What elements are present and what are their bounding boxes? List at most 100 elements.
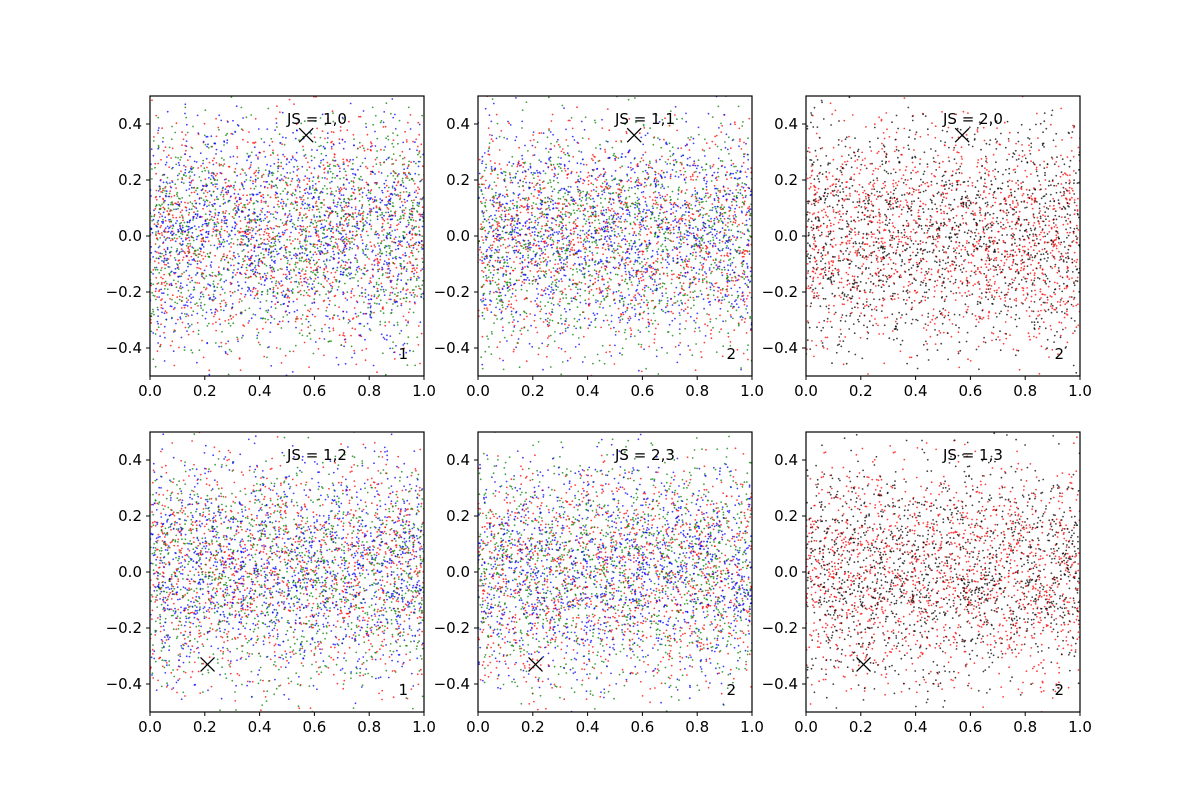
data-point <box>379 299 382 302</box>
data-point <box>544 287 547 289</box>
data-point <box>273 242 276 245</box>
data-point <box>151 291 154 294</box>
data-point <box>316 127 318 130</box>
data-point <box>330 147 333 150</box>
data-point <box>198 282 201 284</box>
data-point <box>159 237 162 239</box>
data-point <box>684 258 687 261</box>
data-point <box>547 243 550 246</box>
data-point <box>187 228 190 231</box>
data-point <box>274 240 277 243</box>
data-point <box>285 163 288 166</box>
data-point <box>332 236 335 239</box>
data-point <box>206 205 208 208</box>
data-point <box>204 222 207 225</box>
data-point <box>373 294 376 296</box>
data-point <box>363 187 366 189</box>
data-point <box>630 333 633 336</box>
data-point <box>259 272 261 275</box>
data-point <box>294 190 297 192</box>
data-point <box>402 315 405 318</box>
data-point <box>325 265 328 267</box>
data-point <box>173 237 176 240</box>
data-point <box>306 226 309 228</box>
data-point <box>193 191 196 194</box>
data-point <box>157 144 160 147</box>
data-point <box>346 291 349 293</box>
data-point <box>251 193 254 196</box>
data-point <box>216 248 219 250</box>
data-point <box>703 258 706 261</box>
data-point <box>734 280 737 282</box>
data-point <box>338 142 341 145</box>
data-point <box>297 281 300 284</box>
data-point <box>190 349 193 352</box>
data-point <box>364 312 366 315</box>
data-point <box>323 185 326 187</box>
data-point <box>189 227 192 230</box>
data-point <box>183 271 186 274</box>
data-point <box>355 269 358 271</box>
data-point <box>231 276 234 279</box>
data-point <box>266 187 269 189</box>
data-point <box>702 274 704 277</box>
data-point <box>324 137 326 140</box>
data-point <box>308 283 310 285</box>
data-point <box>284 187 286 190</box>
subplot-2: 0.0 0.2 0.4 0.6 0.8 1.0−0.4−0.20.00.20.4 JS = … <box>434 95 764 400</box>
data-point <box>688 219 691 222</box>
data-point <box>732 162 735 165</box>
data-point <box>402 191 405 193</box>
data-point <box>597 176 599 179</box>
data-point <box>265 309 268 312</box>
data-point <box>267 221 270 224</box>
data-point <box>341 138 344 141</box>
data-point <box>236 156 239 158</box>
data-point <box>164 336 166 339</box>
data-point <box>237 124 240 127</box>
data-point <box>206 135 209 138</box>
data-point <box>282 153 284 156</box>
data-point <box>329 237 332 240</box>
data-point <box>246 203 249 206</box>
data-point <box>701 206 703 209</box>
data-point <box>276 225 279 228</box>
data-point <box>187 202 189 205</box>
data-point <box>516 209 519 212</box>
data-point <box>357 280 359 282</box>
data-point <box>629 166 632 169</box>
data-point <box>392 303 394 305</box>
data-point <box>376 150 378 152</box>
data-point <box>727 335 730 338</box>
data-point <box>218 233 221 235</box>
data-point <box>349 213 351 216</box>
data-point <box>569 248 572 251</box>
data-point <box>646 303 649 306</box>
data-point <box>264 317 267 320</box>
data-point <box>383 263 385 265</box>
data-point <box>295 274 297 277</box>
data-point <box>216 310 219 312</box>
data-point <box>168 284 171 286</box>
data-point <box>375 206 378 209</box>
data-point <box>301 284 304 287</box>
data-point <box>278 282 281 285</box>
data-point <box>680 163 683 166</box>
data-point <box>677 273 680 276</box>
data-point <box>252 313 255 316</box>
data-point <box>168 219 170 221</box>
data-point <box>166 182 169 185</box>
data-point <box>743 303 746 306</box>
data-point <box>407 243 410 246</box>
data-point <box>496 227 498 230</box>
data-point <box>351 277 353 279</box>
data-point <box>245 179 248 181</box>
data-point <box>190 263 192 266</box>
data-point <box>151 231 154 234</box>
data-point <box>369 241 372 244</box>
data-point <box>195 202 198 205</box>
data-point <box>416 192 419 195</box>
data-point <box>246 199 249 202</box>
data-point <box>485 199 488 201</box>
data-point <box>302 225 305 228</box>
